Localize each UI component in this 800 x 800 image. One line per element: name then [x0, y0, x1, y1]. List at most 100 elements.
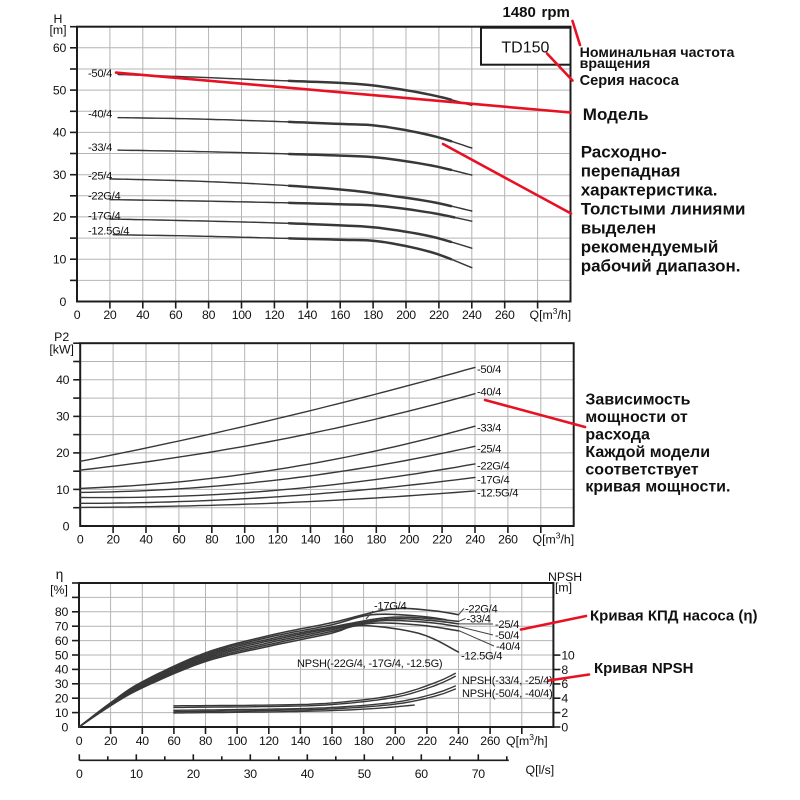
svg-text:-33/4: -33/4 — [477, 423, 501, 435]
svg-text:50: 50 — [55, 648, 69, 662]
svg-text:10: 10 — [53, 253, 67, 267]
svg-text:260: 260 — [498, 533, 518, 547]
svg-text:-33/4: -33/4 — [467, 614, 491, 626]
svg-text:10: 10 — [56, 483, 70, 497]
svg-text:-17G/4: -17G/4 — [374, 601, 406, 613]
svg-text:20: 20 — [103, 308, 117, 322]
svg-text:Q[m3/h]: Q[m3/h] — [533, 531, 575, 547]
svg-text:0: 0 — [76, 767, 83, 781]
svg-text:70: 70 — [472, 767, 486, 781]
svg-text:η: η — [56, 567, 64, 582]
svg-text:60: 60 — [55, 634, 69, 648]
svg-text:-25/4: -25/4 — [495, 619, 519, 631]
svg-text:30: 30 — [244, 767, 258, 781]
svg-text:120: 120 — [268, 533, 288, 547]
svg-text:Q[m3/h]: Q[m3/h] — [506, 732, 548, 748]
svg-text:[kW]: [kW] — [49, 343, 74, 357]
svg-text:4: 4 — [561, 692, 568, 706]
svg-text:NPSH(-33/4, -25/4): NPSH(-33/4, -25/4) — [462, 675, 553, 687]
svg-text:Зависимость: Зависимость — [585, 392, 690, 409]
svg-text:перепадная: перепадная — [581, 162, 681, 181]
svg-text:140: 140 — [297, 308, 317, 322]
svg-text:Кривая NPSH: Кривая NPSH — [594, 660, 694, 677]
svg-text:220: 220 — [429, 308, 449, 322]
svg-text:140: 140 — [291, 734, 311, 748]
svg-text:выделен: выделен — [581, 219, 657, 238]
svg-text:-17G/4: -17G/4 — [477, 475, 509, 487]
svg-text:50: 50 — [358, 767, 372, 781]
svg-text:260: 260 — [495, 308, 515, 322]
svg-text:[m]: [m] — [49, 23, 66, 37]
svg-text:120: 120 — [265, 308, 285, 322]
svg-text:-22G/4: -22G/4 — [465, 604, 497, 616]
svg-text:20: 20 — [53, 210, 67, 224]
svg-text:240: 240 — [465, 533, 485, 547]
svg-text:NPSH(-50/4, -40/4): NPSH(-50/4, -40/4) — [462, 688, 553, 700]
svg-text:40: 40 — [55, 663, 69, 677]
svg-text:мощности от: мощности от — [585, 409, 688, 426]
svg-text:2: 2 — [561, 706, 568, 720]
svg-text:160: 160 — [322, 734, 342, 748]
svg-text:Серия насоса: Серия насоса — [580, 73, 680, 89]
svg-text:140: 140 — [301, 533, 321, 547]
svg-text:60: 60 — [53, 41, 67, 55]
svg-text:-25/4: -25/4 — [477, 444, 501, 456]
svg-text:рекомендуемый: рекомендуемый — [581, 238, 719, 257]
svg-text:H: H — [54, 12, 63, 26]
svg-text:рабочий диапазон.: рабочий диапазон. — [581, 257, 741, 276]
svg-text:-25/4: -25/4 — [88, 171, 112, 183]
svg-text:0: 0 — [77, 533, 84, 547]
svg-text:200: 200 — [385, 734, 405, 748]
svg-text:30: 30 — [53, 168, 67, 182]
svg-text:260: 260 — [480, 734, 500, 748]
svg-text:6: 6 — [561, 677, 568, 691]
svg-text:100: 100 — [227, 734, 247, 748]
svg-text:80: 80 — [202, 308, 216, 322]
svg-text:60: 60 — [169, 308, 183, 322]
svg-text:20: 20 — [56, 446, 70, 460]
svg-text:NPSH(-22G/4, -17G/4, -12.5G): NPSH(-22G/4, -17G/4, -12.5G) — [297, 658, 442, 670]
svg-text:60: 60 — [172, 533, 186, 547]
svg-text:120: 120 — [259, 734, 279, 748]
svg-text:60: 60 — [167, 734, 181, 748]
svg-text:Толстыми линиями: Толстыми линиями — [581, 200, 746, 219]
svg-text:50: 50 — [53, 83, 67, 97]
svg-text:40: 40 — [56, 373, 70, 387]
svg-text:Q[m3/h]: Q[m3/h] — [530, 306, 572, 322]
svg-text:Расходно-: Расходно- — [581, 143, 667, 162]
svg-text:180: 180 — [354, 734, 374, 748]
svg-text:вращения: вращения — [580, 56, 651, 72]
svg-text:расхода: расхода — [585, 427, 650, 444]
svg-text:соответствует: соответствует — [585, 461, 698, 478]
svg-text:-22G/4: -22G/4 — [88, 191, 120, 203]
svg-text:-40/4: -40/4 — [88, 109, 112, 121]
svg-text:Модель: Модель — [583, 105, 649, 124]
svg-text:180: 180 — [366, 533, 386, 547]
svg-text:40: 40 — [53, 126, 67, 140]
svg-text:[%]: [%] — [50, 583, 68, 597]
svg-text:0: 0 — [61, 720, 68, 734]
svg-text:240: 240 — [449, 734, 469, 748]
svg-text:Кривая КПД насоса (η): Кривая КПД насоса (η) — [590, 608, 758, 625]
svg-text:200: 200 — [399, 533, 419, 547]
svg-text:-50/4: -50/4 — [495, 630, 519, 642]
svg-text:-40/4: -40/4 — [477, 387, 501, 399]
svg-text:Каждой модели: Каждой модели — [585, 444, 710, 461]
svg-text:-22G/4: -22G/4 — [477, 461, 509, 473]
svg-text:20: 20 — [104, 734, 118, 748]
svg-text:10: 10 — [130, 767, 144, 781]
svg-text:8: 8 — [561, 663, 568, 677]
svg-text:30: 30 — [55, 677, 69, 691]
svg-text:-12.5G/4: -12.5G/4 — [477, 488, 518, 500]
svg-text:80: 80 — [199, 734, 213, 748]
svg-text:80: 80 — [55, 605, 69, 619]
svg-text:0: 0 — [76, 734, 83, 748]
svg-text:rpm: rpm — [542, 4, 570, 21]
svg-text:P2: P2 — [54, 330, 69, 344]
svg-text:Номинальная частота: Номинальная частота — [580, 45, 735, 61]
svg-text:10: 10 — [55, 706, 69, 720]
svg-text:-12.5G/4: -12.5G/4 — [461, 651, 502, 663]
svg-text:TD150: TD150 — [501, 40, 549, 57]
svg-text:60: 60 — [415, 767, 429, 781]
svg-text:40: 40 — [139, 533, 153, 547]
